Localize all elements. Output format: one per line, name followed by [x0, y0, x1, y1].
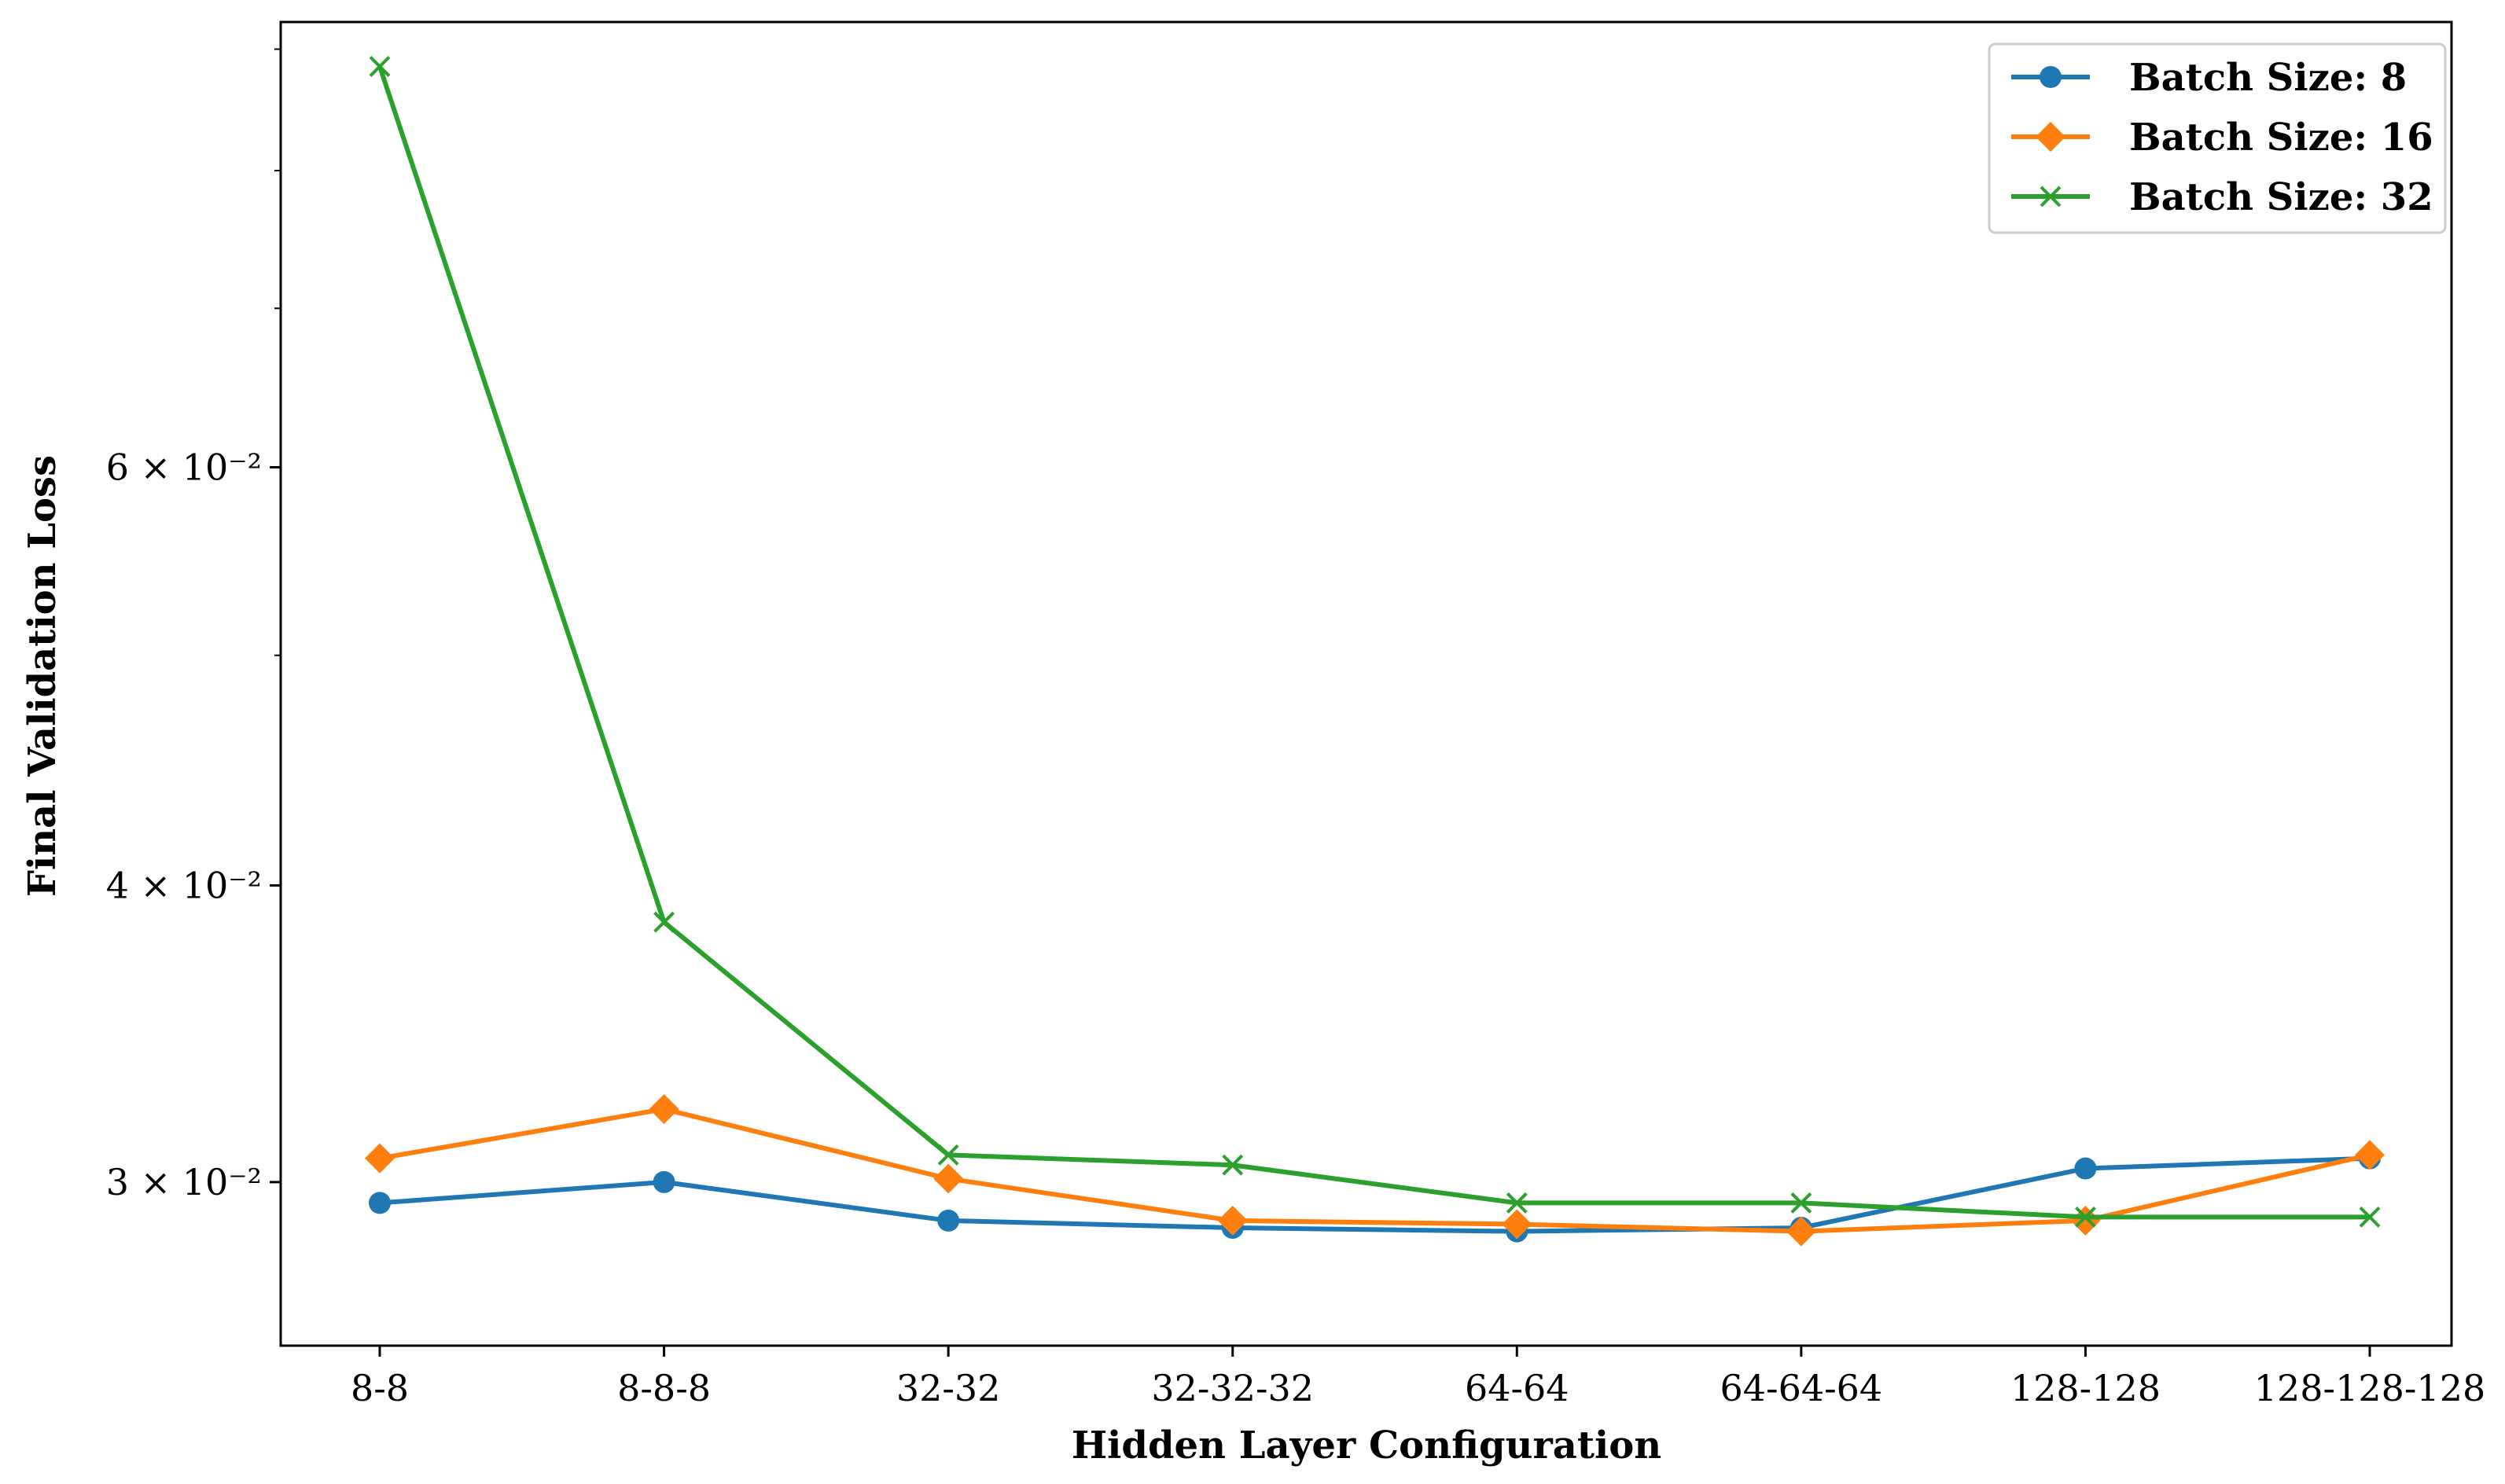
y-tick-label: 4 × 10⁻² — [106, 864, 262, 906]
series-line — [379, 1155, 2371, 1234]
legend-box — [1988, 42, 2447, 234]
data-point — [2355, 1140, 2385, 1170]
data-point — [933, 1163, 964, 1194]
y-tick-label: 6 × 10⁻² — [106, 446, 262, 488]
data-point — [1217, 1205, 1248, 1236]
x-axis-title: Hidden Layer Configuration — [1072, 1423, 1661, 1467]
data-point — [653, 911, 675, 933]
legend-label: Batch Size: 16 — [2129, 116, 2433, 160]
x-tick-label: 128-128-128 — [2254, 1367, 2486, 1409]
data-point — [1222, 1154, 1244, 1176]
data-point — [2070, 1205, 2101, 1236]
data-point — [649, 1094, 679, 1125]
series-3 — [369, 56, 2381, 1228]
legend: Batch Size: 8 Batch Size: 16 Batch Size: 3… — [1988, 42, 2447, 234]
data-point — [2075, 1206, 2096, 1228]
data-point — [2359, 1206, 2381, 1228]
x-tick-label: 64-64-64 — [1720, 1367, 1883, 1409]
legend-marker — [2036, 122, 2065, 152]
x-tick-label: 128-128 — [2010, 1367, 2161, 1409]
data-point — [1790, 1192, 1812, 1214]
x-tick-label: 32-32-32 — [1151, 1367, 1314, 1409]
data-point — [369, 1192, 391, 1214]
plot-area: 8-8 8-8-8 32-32 32-32-32 64-64 64-64-64 128-12… — [106, 20, 2486, 1409]
data-point — [937, 1144, 959, 1166]
legend-marker — [2040, 186, 2062, 208]
axes-frame — [279, 20, 2453, 1347]
legend-label: Batch Size: 32 — [2129, 175, 2433, 219]
data-point — [2074, 1157, 2097, 1180]
y-axis-title: Final Validation Loss — [20, 455, 64, 897]
data-point — [1502, 1209, 1532, 1240]
series-line — [379, 1107, 2371, 1234]
x-tick-label: 64-64 — [1465, 1367, 1569, 1409]
legend-label: Batch Size: 8 — [2129, 56, 2407, 100]
x-tick-label: 8-8 — [351, 1367, 409, 1409]
data-point — [365, 1143, 395, 1174]
x-tick-label: 32-32 — [896, 1367, 1001, 1409]
data-point — [653, 1170, 675, 1193]
data-point — [937, 1209, 960, 1232]
data-point — [1786, 1216, 1816, 1247]
series-2 — [365, 1094, 2385, 1247]
data-point — [1506, 1192, 1528, 1214]
series-line — [377, 65, 2370, 1220]
data-point — [369, 56, 391, 77]
x-tick-label: 8-8-8 — [617, 1367, 711, 1409]
legend-marker — [2040, 66, 2062, 88]
y-tick-label: 3 × 10⁻² — [106, 1161, 262, 1203]
